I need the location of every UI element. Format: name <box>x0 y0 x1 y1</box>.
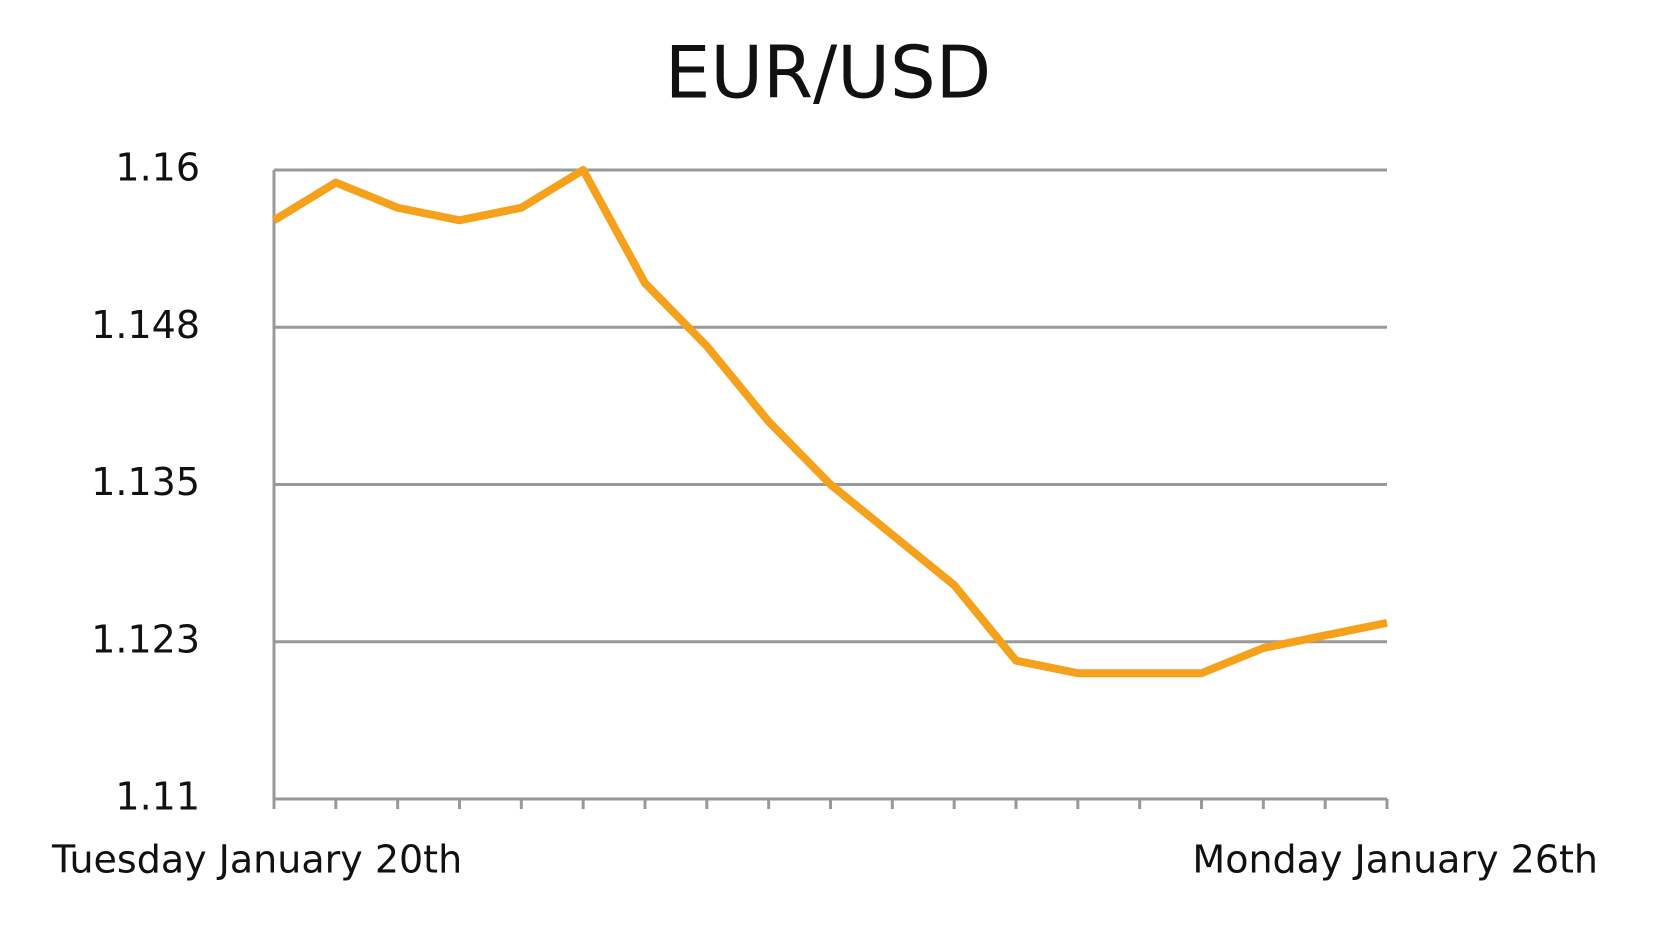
chart-title: EUR/USD <box>665 31 991 115</box>
x-tick-label: Tuesday January 20th <box>51 838 462 882</box>
y-tick-label: 1.16 <box>115 146 200 190</box>
x-tick-label: Monday January 26th <box>1192 838 1598 882</box>
y-tick-label: 1.123 <box>91 617 200 661</box>
y-tick-label: 1.11 <box>115 775 200 819</box>
y-tick-label: 1.148 <box>91 303 200 347</box>
y-tick-label: 1.135 <box>91 460 200 504</box>
data-line <box>271 166 1388 678</box>
